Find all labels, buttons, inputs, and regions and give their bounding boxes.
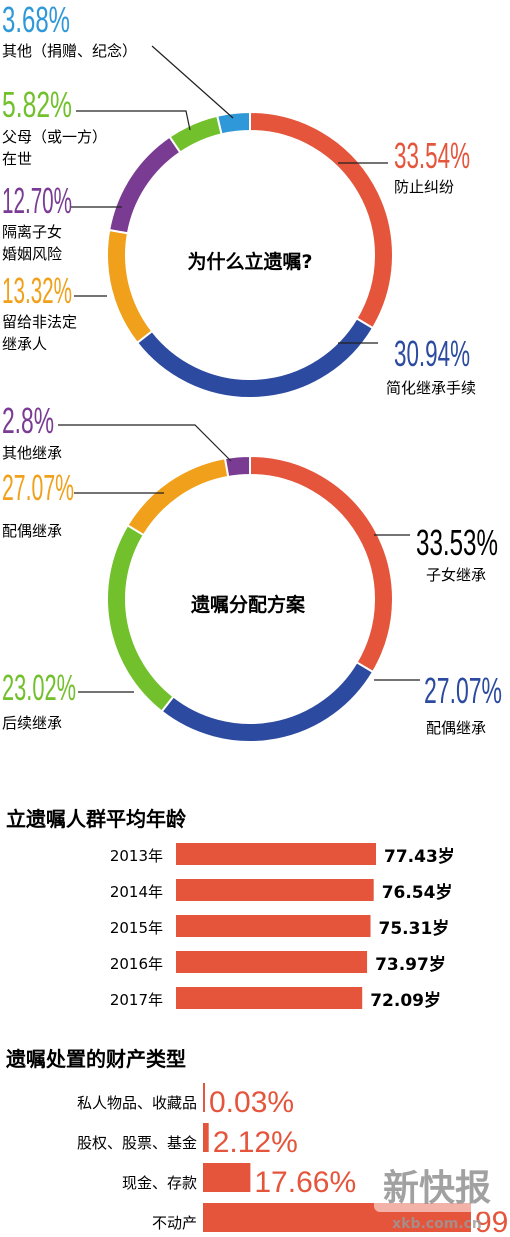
propBars-bar (203, 1163, 251, 1192)
pct-label-dispute: 33.54% (394, 135, 470, 176)
property-bars: 私人物品、收藏品 0.03% 股权、股票、基金 2.12% 现金、存款 17.66% 不动产… (77, 1083, 510, 1237)
property-chart-title: 遗嘱处置的财产类型 (5, 1047, 186, 1071)
propBars-bar (203, 1083, 205, 1112)
leader-line-other-inherit (58, 424, 232, 462)
donut2-slice-3 (126, 457, 230, 537)
donut1-slice-2 (106, 228, 154, 345)
donut1-leader-lines (70, 45, 388, 344)
ageBars-bar (176, 879, 374, 901)
ageBars-category-label: 2017年 (110, 991, 163, 1009)
ageBars-category-label: 2013年 (110, 847, 163, 865)
pct-label-later: 23.02% (2, 667, 76, 708)
pct-label-nonlegal: 13.32% (2, 270, 72, 311)
desc-label-nonlegal-2: 继承人 (2, 335, 47, 353)
propBars-category-label: 股权、股票、基金 (77, 1134, 197, 1152)
propBars-value-label: 2.12% (213, 1126, 298, 1159)
watermark-text: 新快报 (383, 1168, 491, 1209)
propBars-category-label: 现金、存款 (122, 1174, 197, 1192)
desc-label-isolate-2: 婚姻风险 (2, 245, 62, 263)
ageBars-bar (176, 843, 376, 865)
donut1-slices (106, 110, 394, 399)
desc-label-parents: 父母（或一方） (2, 128, 107, 146)
donut2-leader-lines (58, 424, 420, 693)
pct-label-simplify: 30.94% (394, 333, 470, 374)
desc-label-simplify: 简化继承手续 (386, 379, 476, 397)
desc-label-spouse-left: 配偶继承 (2, 522, 62, 540)
ageBars-value-label: 77.43岁 (384, 846, 455, 867)
watermark-logo: 新快报 xkb.com.cn (374, 1160, 500, 1232)
bar-chart-average-age: 立遗嘱人群平均年龄 2013年 77.43岁 2014年 76.54岁 2015年 75.… (6, 807, 455, 1011)
pct-label-parents: 5.82% (2, 84, 72, 125)
donut2-slices (106, 454, 394, 743)
propBars-category-label: 私人物品、收藏品 (77, 1094, 197, 1112)
ageBars-value-label: 75.31岁 (379, 918, 450, 939)
pct-label-isolate: 12.70% (2, 180, 72, 221)
donut-chart-distribution: 遗嘱分配方案 (106, 454, 394, 743)
desc-label-children: 子女继承 (426, 566, 486, 584)
propBars-bar (203, 1123, 209, 1152)
donut1-labels: 3.68% 其他（捐赠、纪念） 5.82% 父母（或一方） 在世 12.70% … (2, 0, 476, 397)
ageBars-bar (176, 915, 371, 937)
desc-label-other-inherit: 其他继承 (2, 444, 62, 462)
age-chart-title: 立遗嘱人群平均年龄 (6, 807, 187, 831)
donut-chart-reasons: 为什么立遗嘱? (106, 110, 394, 399)
ageBars-category-label: 2016年 (110, 955, 163, 973)
ageBars-value-label: 72.09岁 (370, 990, 441, 1011)
pct-label-children: 33.53% (416, 522, 498, 563)
pct-label-spouse-left: 27.07% (2, 467, 74, 508)
donut2-labels: 2.8% 其他继承 27.07% 配偶继承 33.53% 子女继承 23.02%… (2, 400, 502, 737)
donut2-slice-1 (160, 660, 375, 743)
ageBars-value-label: 76.54岁 (382, 882, 453, 903)
watermark-domain: xkb.com.cn (392, 1216, 482, 1232)
donut1-title: 为什么立遗嘱? (187, 250, 312, 273)
desc-label-isolate: 隔离子女 (2, 223, 62, 241)
donut1-slice-5 (216, 110, 251, 136)
desc-label-dispute: 防止纠纷 (394, 178, 454, 196)
donut2-slice-0 (249, 454, 394, 674)
watermark-background (374, 1160, 500, 1212)
pct-label-other-donation: 3.68% (2, 0, 70, 40)
bar-chart-property-types: 遗嘱处置的财产类型 私人物品、收藏品 0.03% 股权、股票、基金 2.12% 现金、存… (5, 1047, 510, 1237)
donut1-slice-3 (108, 135, 182, 235)
desc-label-spouse-right: 配偶继承 (426, 719, 486, 737)
donut2-slice-4 (223, 454, 251, 479)
ageBars-category-label: 2014年 (110, 883, 163, 901)
donut1-slice-4 (168, 114, 223, 154)
propBars-value-label: 0.03% (209, 1086, 294, 1119)
leader-line-other (151, 45, 234, 119)
ageBars-value-label: 73.97岁 (375, 954, 446, 975)
ageBars-bar (176, 987, 363, 1009)
donut1-slice-0 (249, 110, 394, 330)
desc-label-parents-2: 在世 (2, 150, 32, 168)
propBars-value-label: 17.66% (254, 1166, 356, 1199)
ageBars-category-label: 2015年 (110, 919, 163, 937)
leader-line-parents (76, 110, 191, 131)
desc-label-later: 后续继承 (2, 714, 62, 732)
ageBars-bar (176, 951, 368, 973)
pct-label-spouse-right: 27.07% (424, 670, 502, 711)
donut2-title: 遗嘱分配方案 (190, 593, 306, 616)
propBars-category-label: 不动产 (152, 1214, 197, 1232)
pct-label-other-inherit: 2.8% (2, 400, 54, 441)
donut1-slice-1 (135, 317, 375, 399)
donut2-slice-2 (106, 523, 175, 713)
desc-label-other-donation: 其他（捐赠、纪念） (2, 42, 137, 60)
desc-label-nonlegal: 留给非法定 (2, 313, 77, 331)
age-bars: 2013年 77.43岁 2014年 76.54岁 2015年 75.31岁 2016年 73… (110, 843, 455, 1011)
